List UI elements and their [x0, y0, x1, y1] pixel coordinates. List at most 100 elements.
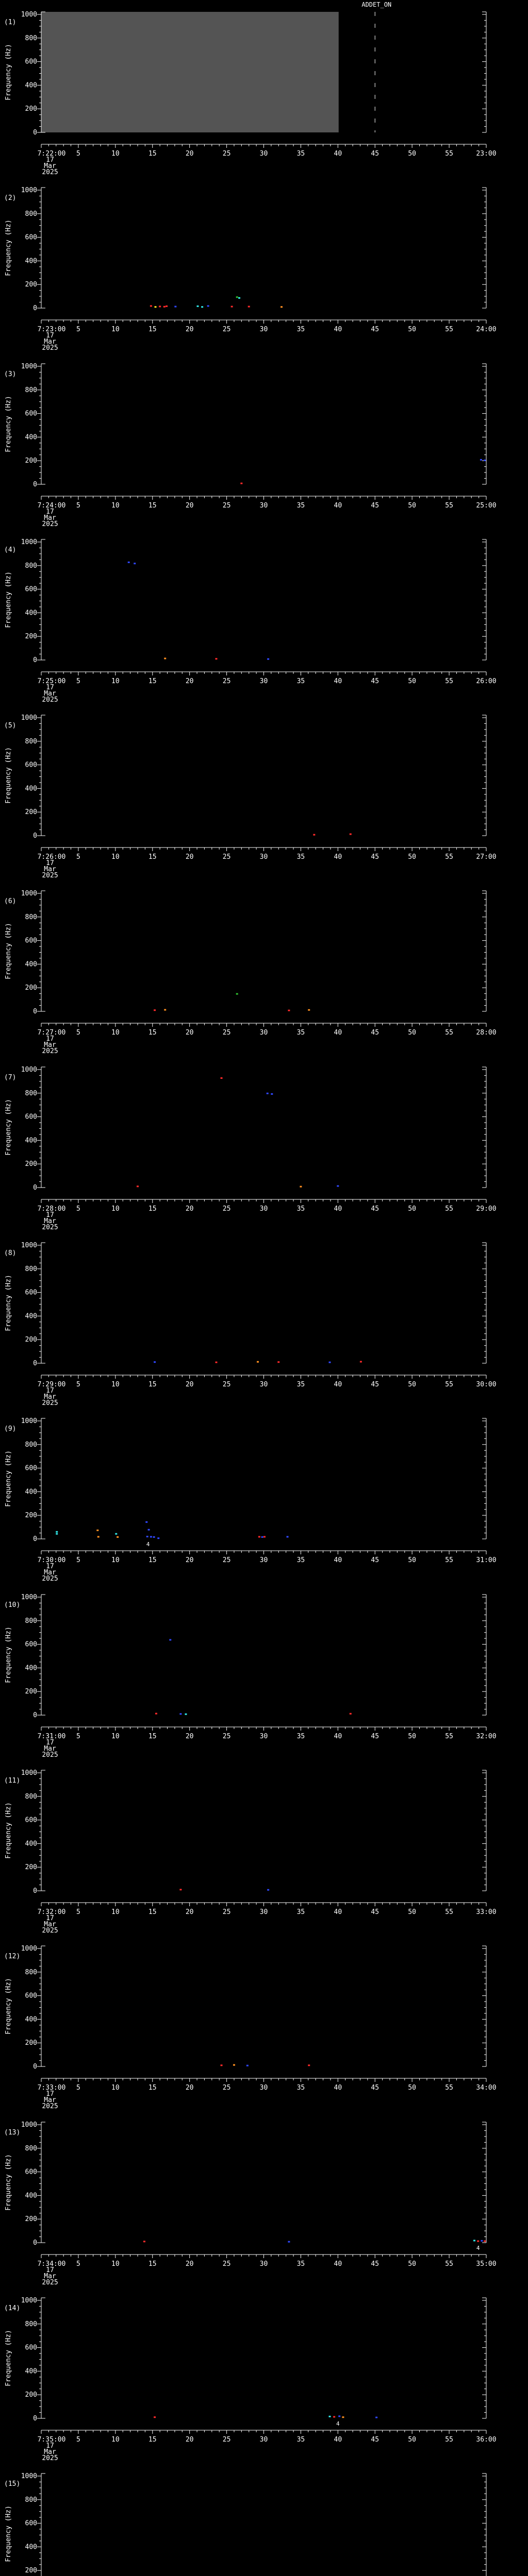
start-time-label: 7:30:00: [38, 1556, 66, 1564]
x-tick-label: 40: [334, 1029, 342, 1037]
x-tick-label: 20: [186, 2084, 194, 2092]
data-point: [484, 2240, 486, 2242]
y-axis-left: [37, 363, 45, 485]
y-tick-label: 0: [33, 129, 37, 137]
x-tick-label: 5: [76, 502, 80, 510]
y-axis-right: [482, 2473, 487, 2576]
x-tick-label: 25: [223, 1733, 231, 1740]
date-label: Mar: [44, 1745, 56, 1753]
y-tick-label: 400: [25, 433, 37, 441]
x-tick-label: 15: [148, 2436, 157, 2444]
x-tick-label: 20: [186, 1381, 194, 1388]
x-tick-label: 5: [76, 1908, 80, 1916]
panel-2: 0 200 400 600 800 1000 Frequency (Hz) (2) 5 10 15 2…: [4, 187, 497, 352]
x-tick-label: 45: [371, 1733, 379, 1740]
x-tick-label: 35: [297, 1556, 305, 1564]
x-tick-label: 30: [260, 1381, 268, 1388]
start-time-label: 7:22:00: [38, 150, 66, 158]
data-point: [267, 658, 270, 660]
data-point: [328, 1361, 331, 1363]
date-label: 2025: [42, 1224, 58, 1231]
x-tick-label: 10: [111, 1381, 120, 1388]
end-time-label: 31:00: [476, 1556, 496, 1564]
x-tick-label: 55: [445, 150, 453, 158]
detection-points: [127, 561, 270, 660]
x-tick-label: 25: [223, 1205, 231, 1213]
y-axis-title: Frequency (Hz): [5, 1802, 12, 1859]
y-tick-label: 200: [25, 1688, 37, 1696]
x-tick-label: 10: [111, 1733, 120, 1740]
x-tick-label: 20: [186, 150, 194, 158]
x-tick-label: 35: [297, 1029, 305, 1037]
y-axis-left: [37, 715, 45, 836]
y-tick-label: 800: [25, 2145, 37, 2153]
date-label: Mar: [44, 162, 56, 170]
y-axis-title: Frequency (Hz): [5, 923, 12, 979]
y-tick-label: 400: [25, 2543, 37, 2551]
data-point: [481, 2240, 483, 2242]
date-label: 17: [46, 2266, 54, 2274]
data-point: [349, 1713, 352, 1715]
y-tick-label: 800: [25, 1617, 37, 1625]
x-tick-label: 25: [223, 150, 231, 158]
y-tick-label: 0: [33, 1008, 37, 1015]
start-time-label: 7:27:00: [38, 1029, 66, 1037]
date-label: 17: [46, 684, 54, 691]
x-tick-label: 45: [371, 1556, 379, 1564]
x-tick-label: 25: [223, 1381, 231, 1388]
y-tick-label: 0: [33, 832, 37, 840]
date-label: 17: [46, 332, 54, 340]
date-label: 2025: [42, 2103, 58, 2110]
data-point: [333, 2416, 336, 2418]
start-time-label: 7:24:00: [38, 502, 66, 510]
y-tick-label: 600: [25, 58, 37, 66]
y-axis-right: [482, 2122, 487, 2243]
data-point: [164, 657, 167, 659]
data-point: [477, 2240, 480, 2242]
date-label: Mar: [44, 338, 56, 346]
panel-3: 0 200 400 600 800 1000 Frequency (Hz) (3) 5 10 15 2…: [4, 363, 497, 528]
data-point: [56, 1533, 58, 1535]
y-tick-label: 600: [25, 1465, 37, 1472]
y-tick-label: 200: [25, 2391, 37, 2399]
y-tick-label: 600: [25, 1817, 37, 1824]
start-time-label: 7:25:00: [38, 677, 66, 685]
x-tick-label: 15: [148, 1205, 157, 1213]
data-point: [288, 1009, 290, 1011]
data-point: [308, 1009, 310, 1011]
x-tick-label: 50: [408, 1556, 416, 1564]
time-axis: [41, 671, 487, 675]
y-axis-title: Frequency (Hz): [5, 219, 12, 276]
data-point: [153, 1536, 155, 1538]
y-tick-label: 1000: [21, 2121, 37, 2129]
time-axis: [41, 1726, 487, 1731]
detection-points: [154, 993, 310, 1011]
x-tick-label: 40: [334, 326, 342, 333]
start-time-label: 7:33:00: [38, 2084, 66, 2092]
panel-6: 0 200 400 600 800 1000 Frequency (Hz) (6) 5 10 15 2…: [4, 890, 497, 1055]
y-axis-title: Frequency (Hz): [5, 1275, 12, 1331]
event-annotation: 4: [336, 2420, 340, 2427]
x-tick-label: 5: [76, 150, 80, 158]
date-label: 17: [46, 1387, 54, 1395]
date-label: 17: [46, 1739, 54, 1747]
panel-index-label: (7): [4, 1074, 16, 1081]
y-tick-label: 800: [25, 2496, 37, 2504]
x-tick-label: 5: [76, 2084, 80, 2092]
x-tick-label: 25: [223, 1029, 231, 1037]
date-label: Mar: [44, 1393, 56, 1401]
date-label: Mar: [44, 690, 56, 698]
data-point: [169, 1639, 172, 1641]
x-tick-label: 20: [186, 326, 194, 333]
data-point: [300, 1185, 302, 1188]
y-tick-label: 200: [25, 105, 37, 113]
time-axis: [41, 1550, 487, 1554]
x-tick-label: 15: [148, 1556, 157, 1564]
panel-8: 0 200 400 600 800 1000 Frequency (Hz) (8) 5 10 15 2…: [4, 1242, 497, 1407]
start-time-label: 7:28:00: [38, 1205, 66, 1213]
x-tick-label: 35: [297, 326, 305, 333]
panel-1: 0 200 400 600 800 1000 Frequency (Hz) (1) ADDET_…: [4, 1, 497, 176]
panel-5: 0 200 400 600 800 1000 Frequency (Hz) (5) 5 10 15 2…: [4, 714, 497, 879]
detection-points: [179, 1889, 270, 1891]
